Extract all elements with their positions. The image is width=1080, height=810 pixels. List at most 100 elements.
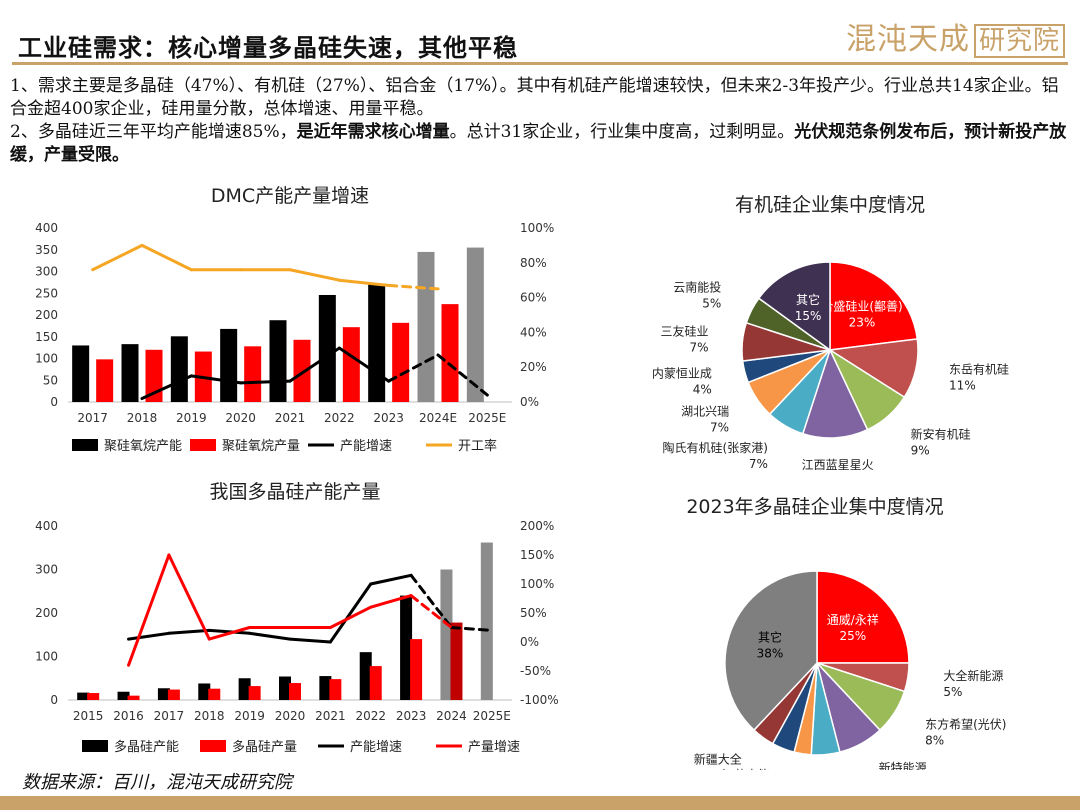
bar-多晶硅产能: [400, 595, 413, 700]
line-segment-产能增速: [387, 353, 440, 383]
y-tick-label: 150: [35, 330, 58, 344]
pie-value-label: 7%: [710, 421, 729, 435]
bar-多晶硅产量: [329, 679, 342, 700]
pie-value-label: 23%: [849, 316, 876, 330]
legend-label: 聚硅氧烷产能: [104, 439, 182, 454]
x-tick-label: 2023: [373, 411, 404, 425]
bar-聚硅氧烷产能: [368, 284, 386, 402]
y2-tick-label: 100%: [520, 577, 554, 591]
bar-多晶硅产量: [87, 693, 100, 700]
pie-label: 合盛硅业(鄯善): [821, 299, 902, 314]
pie-label: 内蒙恒业成: [652, 366, 712, 380]
pie-slice-其它: [724, 570, 818, 732]
bar-聚硅氧烷产量: [342, 327, 360, 402]
bar-多晶硅产量: [369, 666, 382, 700]
pie-label: 陶氏有机硅(张家港): [663, 440, 768, 455]
line-segment-产能增速: [337, 346, 391, 383]
pie-value-label: 25%: [839, 629, 866, 643]
x-tick-label: 2019: [176, 411, 207, 425]
x-tick-label: 2025E: [468, 411, 506, 425]
line-segment-产能增速: [288, 346, 341, 383]
logo-text: 混沌天成: [846, 22, 970, 57]
line-segment-开工率: [140, 243, 193, 272]
y-tick-label: 100: [35, 650, 58, 664]
line-segment-产能增速: [409, 573, 453, 629]
y2-tick-label: 80%: [520, 256, 547, 270]
x-tick-label: 2021: [315, 709, 346, 723]
pie-label: 江西蓝星星火: [802, 458, 874, 470]
pie-value-label: 5%: [702, 297, 721, 311]
chart-title: DMC产能产量增速: [211, 185, 369, 207]
line-segment-产能增速: [189, 374, 243, 385]
bar-多晶硅产能: [319, 676, 332, 700]
line-segment-产能增速: [288, 637, 332, 644]
y2-tick-label: 20%: [520, 360, 547, 374]
bar-聚硅氧烷产量: [441, 304, 459, 402]
line-segment-产能增速: [369, 573, 413, 586]
pie-value-label: 9%: [911, 444, 930, 458]
bar-多晶硅产能: [440, 569, 453, 700]
chart-title: 有机硅企业集中度情况: [735, 194, 925, 216]
x-tick-label: 2024: [436, 709, 467, 723]
pie-value-label: 7%: [689, 341, 708, 355]
line-segment-产能增速: [449, 626, 494, 632]
bar-多晶硅产量: [450, 622, 463, 700]
y-tick-label: 300: [35, 265, 58, 279]
line-segment-开工率: [387, 283, 440, 291]
bullet-2-part-a: 2、多晶硅近三年平均产能增速85%，: [10, 122, 297, 142]
bar-聚硅氧烷产能: [417, 251, 435, 402]
bar-聚硅氧烷产量: [96, 359, 114, 402]
x-tick-label: 2015: [73, 709, 104, 723]
chart-title: 2023年多晶硅企业集中度情况: [686, 496, 943, 518]
x-tick-label: 2019: [234, 709, 265, 723]
legend-label: 产能增速: [350, 740, 402, 755]
bar-聚硅氧烷产能: [220, 328, 238, 402]
line-segment-产量增速: [207, 626, 252, 641]
legend-swatch: [190, 439, 216, 451]
line-segment-产能增速: [127, 631, 171, 641]
logo-box-text: 研究院: [974, 24, 1066, 58]
legend-label: 产量增速: [468, 740, 520, 755]
line-segment-产量增速: [409, 594, 453, 629]
bar-聚硅氧烷产能: [170, 336, 188, 402]
legend-label: 多晶硅产能: [114, 739, 179, 755]
y-tick-label: 200: [35, 606, 58, 620]
line-segment-产量增速: [127, 553, 171, 667]
line-segment-产能增速: [167, 628, 211, 635]
pie-label: 其它: [796, 292, 820, 307]
dmc-chart: DMC产能产量增速 0 50 100 150 200 250 300 350 400 0% 20% 40…: [35, 185, 554, 454]
y2-tick-label: -50%: [520, 664, 551, 678]
legend-label: 聚硅氧烷产量: [222, 439, 300, 454]
pie-value-label: 4%: [723, 769, 742, 770]
x-tick-label: 2024E: [419, 411, 457, 425]
title-divider: [12, 62, 1068, 65]
x-tick-label: 2020: [225, 411, 256, 425]
y-tick-label: 400: [35, 519, 58, 533]
y-tick-label: 0: [50, 693, 58, 707]
x-tick-label: 2018: [194, 709, 225, 723]
bar-聚硅氧烷产量: [392, 322, 410, 402]
y-tick-label: 250: [35, 286, 58, 300]
line-segment-开工率: [91, 243, 144, 272]
bar-聚硅氧烷产能: [121, 344, 139, 402]
bar-多晶硅产能: [480, 542, 493, 700]
bullet-2-part-b: 是近年需求核心增量: [296, 122, 450, 142]
legend-swatch: [72, 439, 98, 451]
pie-value-label: 38%: [757, 646, 784, 660]
bullet-2-part-d: 光伏规范条例发布后，预计新投产放缓，产量受限。: [10, 122, 1067, 165]
legend-swatch: [200, 740, 226, 752]
pie-value-label: 7%: [749, 457, 768, 470]
y-tick-label: 200: [35, 308, 58, 322]
chart-title: 我国多晶硅产能产量: [209, 481, 380, 503]
line-segment-产量增速: [369, 594, 413, 609]
x-tick-label: 2016: [113, 709, 144, 723]
footer-bar: [0, 796, 1080, 810]
bar-多晶硅产量: [248, 686, 261, 700]
line-segment-开工率: [337, 278, 391, 287]
data-source: 数据来源：百川，混沌天成研究院: [22, 772, 292, 793]
bullet-2: 2、多晶硅近三年平均产能增速85%，是近年需求核心增量。总计31家企业，行业集中…: [10, 121, 1072, 167]
bar-聚硅氧烷产量: [244, 346, 262, 402]
line-segment-产量增速: [328, 605, 373, 629]
